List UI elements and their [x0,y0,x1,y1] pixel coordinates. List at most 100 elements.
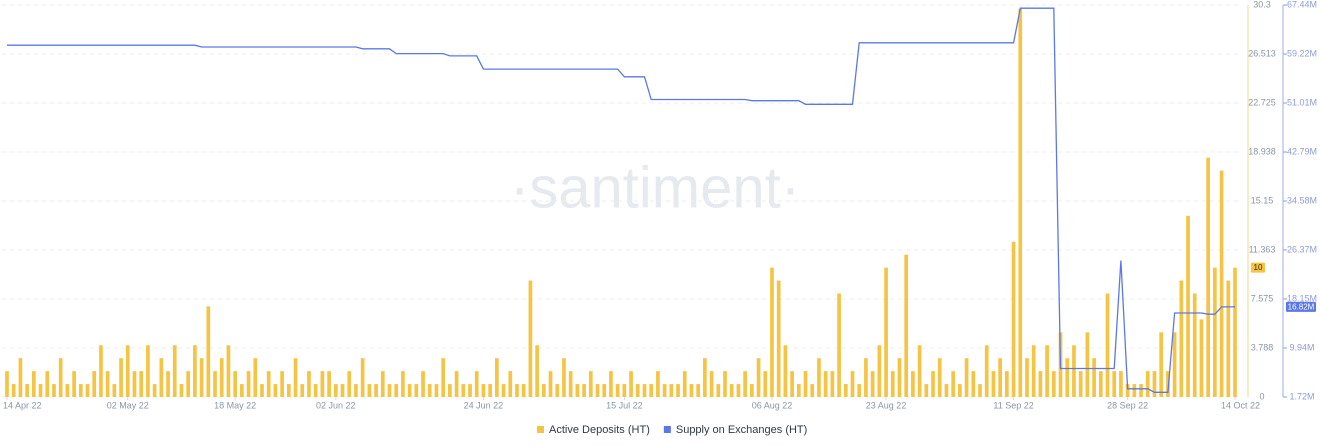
bar [1112,371,1117,397]
bar [1145,371,1150,397]
bar [548,371,553,397]
bar [132,371,137,397]
x-tick-label: 28 Sep 22 [1107,400,1148,410]
bar [796,384,801,397]
bar [427,384,432,397]
bar [917,345,922,397]
bar [629,371,633,397]
bar [656,371,660,397]
y-tick-label: 18.938 [1248,146,1276,156]
bar [696,384,701,397]
bar [1078,371,1083,397]
bar [166,371,170,397]
bar [857,384,862,397]
legend: Active Deposits (HT) Supply on Exchanges … [537,424,807,436]
bar [448,384,452,397]
bar [803,371,808,397]
bar [716,384,721,397]
bar [850,371,855,397]
bar [588,371,593,397]
y2-tick-label: 26.37M [1287,244,1317,254]
bar [817,358,821,397]
bar [1192,293,1197,397]
bar [1011,241,1016,397]
last-value-badge [1286,301,1316,312]
x-tick-label: 06 Aug 22 [752,400,793,410]
bar [609,371,613,397]
legend-label: Supply on Exchanges (HT) [676,424,807,436]
y2-tick-label: 18.15M [1287,293,1317,303]
bar [1213,267,1217,397]
bar [951,371,956,397]
bar [890,371,895,397]
bar [99,345,103,397]
bar [991,371,996,397]
x-tick-label: 24 Jun 22 [464,400,504,410]
bar [515,384,519,397]
bar [669,384,674,397]
bar [924,384,929,397]
y2-tick-label: 9.94M [1289,342,1314,352]
bar [541,384,546,397]
bar [18,358,23,397]
bar [998,358,1002,397]
bar [931,371,935,397]
bar [1226,280,1231,397]
y-tick-label: 3.788 [1251,342,1274,352]
bar [347,371,352,397]
bar [595,384,600,397]
bar [159,358,164,397]
bar [1018,8,1023,397]
bar [709,371,714,397]
bar [870,371,875,397]
bar [615,384,620,397]
bar [555,384,560,397]
bar [273,384,278,397]
bar [139,371,144,397]
x-tick-label: 14 Apr 22 [3,400,42,410]
bar [736,384,741,397]
bar [1152,371,1157,397]
bar [293,358,298,397]
y-tick-label: 7.575 [1251,293,1274,303]
bar [662,384,667,397]
bar [260,384,264,397]
y-tick-label: 22.725 [1248,97,1276,107]
bar [152,384,157,397]
bar [1132,384,1137,397]
bar [125,345,130,397]
bar [92,371,97,397]
y-tick-label: 15.15 [1251,195,1274,205]
bar [884,267,888,397]
line [7,7,1235,393]
bar [568,371,573,397]
bar [783,345,788,397]
bar [233,371,238,397]
bar [528,280,533,397]
bar [307,371,311,397]
bar [971,371,976,397]
bar [582,384,586,397]
legend-swatch [537,426,544,433]
x-tick-label: 11 Sep 22 [993,400,1033,410]
bar [622,384,627,397]
x-tick-label: 14 Oct 22 [1221,400,1260,410]
bar [407,384,412,397]
bar [340,384,345,397]
bar [978,384,982,397]
bar [790,371,794,397]
y-tick-label: 11.363 [1249,244,1276,254]
bar [78,384,83,397]
bar [481,384,486,397]
bar [401,371,405,397]
y2-tick-label: 51.01M [1287,97,1317,107]
bar [1051,371,1056,397]
y-tick-label: 30.3 [1253,0,1271,9]
bar [421,371,425,397]
bar [333,384,338,397]
bar [1031,345,1036,397]
bar [535,345,539,397]
y2-tick-label: 67.44M [1287,0,1317,9]
bar [495,358,499,397]
bar [387,384,392,397]
